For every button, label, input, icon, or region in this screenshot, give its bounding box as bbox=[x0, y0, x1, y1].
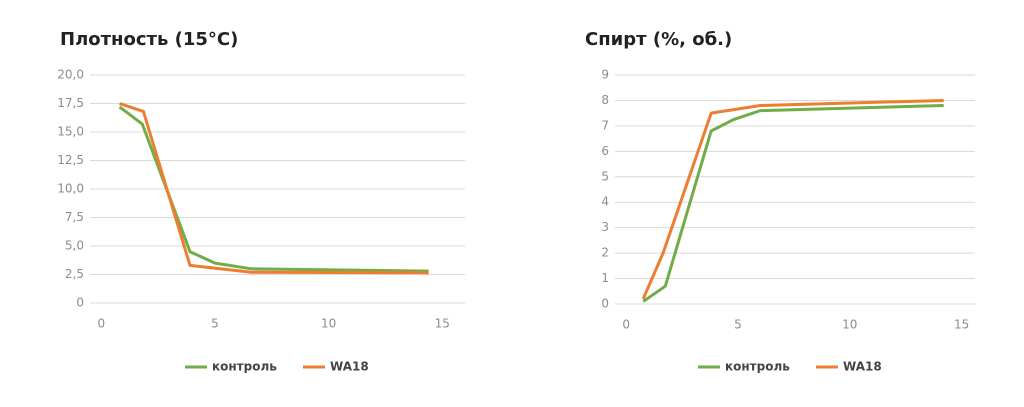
series-line bbox=[118, 105, 429, 273]
x-tick-label: 10 bbox=[321, 317, 336, 331]
y-tick-label: 1 bbox=[601, 271, 609, 285]
y-tick-label: 10,0 bbox=[57, 182, 84, 196]
legend-label: контроль bbox=[212, 360, 277, 374]
y-tick-label: 12,5 bbox=[57, 153, 84, 167]
x-tick-label: 5 bbox=[211, 317, 219, 331]
series-line bbox=[119, 102, 429, 275]
x-tick-label: 0 bbox=[622, 318, 630, 332]
legend-label: контроль bbox=[725, 360, 790, 374]
x-tick-label: 15 bbox=[954, 318, 969, 332]
series-line bbox=[641, 98, 944, 300]
series-line bbox=[642, 104, 944, 303]
y-tick-label: 2,5 bbox=[65, 267, 84, 281]
y-tick-label: 6 bbox=[601, 144, 609, 158]
y-tick-label: 8 bbox=[601, 93, 609, 107]
chart-title: Плотность (15°C) bbox=[60, 29, 238, 50]
y-tick-label: 7,5 bbox=[65, 210, 84, 224]
y-tick-label: 0 bbox=[601, 297, 609, 311]
y-tick-label: 2 bbox=[601, 246, 609, 260]
y-tick-label: 5 bbox=[601, 169, 609, 183]
y-tick-label: 5,0 bbox=[65, 239, 84, 253]
y-tick-label: 15,0 bbox=[57, 125, 84, 139]
y-tick-label: 4 bbox=[601, 195, 609, 209]
y-tick-label: 20,0 bbox=[57, 68, 84, 82]
y-tick-label: 7 bbox=[601, 118, 609, 132]
y-tick-label: 3 bbox=[601, 220, 609, 234]
x-tick-label: 15 bbox=[435, 317, 450, 331]
y-tick-label: 0 bbox=[76, 296, 84, 310]
x-tick-label: 5 bbox=[734, 318, 742, 332]
x-tick-label: 10 bbox=[842, 318, 857, 332]
legend-label: WA18 bbox=[843, 360, 882, 374]
y-tick-label: 9 bbox=[601, 68, 609, 82]
legend-label: WA18 bbox=[330, 360, 369, 374]
y-tick-label: 17,5 bbox=[57, 96, 84, 110]
x-tick-label: 0 bbox=[98, 317, 106, 331]
chart-title: Спирт (%, об.) bbox=[585, 29, 732, 50]
